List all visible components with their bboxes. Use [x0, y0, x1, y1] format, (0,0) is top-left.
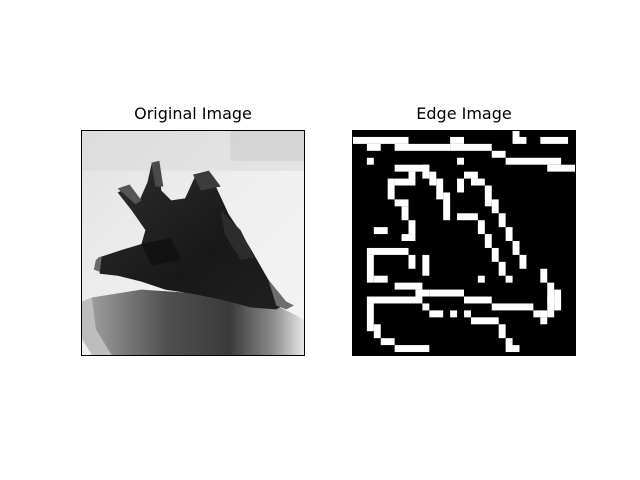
- original-image: [82, 131, 304, 355]
- edge-image: [353, 131, 575, 355]
- edge-panel: Edge Image: [352, 104, 576, 356]
- edge-image-frame: [352, 130, 576, 356]
- original-image-frame: [81, 130, 305, 356]
- edge-image-title: Edge Image: [416, 104, 512, 123]
- original-panel: Original Image: [81, 104, 305, 356]
- original-image-title: Original Image: [134, 104, 252, 123]
